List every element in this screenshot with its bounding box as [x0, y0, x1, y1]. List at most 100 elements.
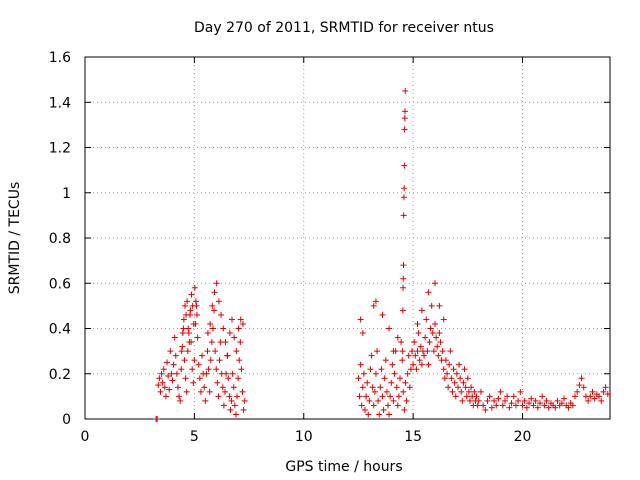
- data-point: [237, 339, 244, 346]
- data-point: [499, 402, 506, 409]
- data-point: [398, 339, 405, 346]
- data-point: [426, 339, 433, 346]
- data-point: [391, 370, 398, 377]
- data-point: [199, 352, 206, 359]
- data-point: [232, 411, 239, 418]
- data-point: [226, 330, 233, 337]
- data-point: [159, 379, 166, 386]
- data-point: [359, 330, 366, 337]
- data-point: [222, 388, 228, 395]
- data-point: [401, 115, 408, 122]
- data-point: [446, 361, 453, 368]
- data-point: [526, 400, 533, 407]
- data-point: [371, 388, 378, 395]
- data-point: [482, 406, 489, 413]
- data-point: [160, 366, 167, 373]
- data-point: [367, 366, 374, 373]
- data-point: [366, 397, 373, 404]
- data-point: [155, 382, 162, 389]
- data-point: [400, 388, 407, 395]
- data-point: [165, 373, 172, 380]
- data-point: [239, 388, 246, 395]
- data-point: [376, 411, 383, 418]
- data-point: [402, 87, 409, 94]
- grid: [85, 57, 610, 419]
- data-point: [186, 339, 193, 346]
- data-point: [372, 298, 379, 305]
- data-point: [506, 404, 513, 411]
- data-point: [407, 366, 414, 373]
- plot-frame: [84, 56, 611, 420]
- data-point: [537, 400, 543, 407]
- data-point: [602, 384, 609, 391]
- data-point: [363, 393, 370, 400]
- data-point: [362, 406, 368, 413]
- data-point: [224, 352, 231, 359]
- data-point: [386, 411, 393, 418]
- data-point: [182, 375, 189, 382]
- data-point: [355, 375, 362, 382]
- data-point: [207, 357, 214, 364]
- data-point: [213, 366, 220, 373]
- data-point: [457, 375, 464, 382]
- data-point: [190, 379, 197, 386]
- data-point: [475, 397, 482, 404]
- data-point: [554, 397, 561, 404]
- data-point: [561, 395, 568, 402]
- data-point: [574, 388, 581, 395]
- data-point: [369, 384, 376, 391]
- data-point: [215, 393, 222, 400]
- data-point: [171, 334, 178, 341]
- data-point: [460, 379, 467, 386]
- data-point: [467, 397, 473, 404]
- data-point: [412, 352, 419, 359]
- data-point: [236, 357, 243, 364]
- data-point: [219, 384, 226, 391]
- data-point: [390, 397, 397, 404]
- data-point: [203, 370, 210, 377]
- data-point: [477, 388, 484, 395]
- y-axis-ticks: 0 0.2 0.4 0.6 0.8 1 1.2 1.4 1.6: [49, 50, 610, 428]
- data-point: [441, 375, 448, 382]
- x-tick-label: 5: [190, 429, 199, 445]
- data-point: [552, 404, 559, 411]
- data-point: [235, 375, 242, 382]
- data-point: [442, 357, 449, 364]
- data-point: [229, 370, 236, 377]
- data-point: [458, 388, 465, 395]
- y-tick-label: 0.6: [49, 276, 71, 292]
- data-point: [543, 397, 550, 404]
- x-tick-label: 20: [514, 429, 532, 445]
- data-point: [424, 348, 431, 355]
- data-point: [428, 302, 435, 309]
- data-point: [589, 388, 596, 395]
- data-point: [591, 395, 598, 402]
- data-point: [154, 416, 161, 422]
- data-point: [184, 298, 191, 305]
- data-point: [211, 307, 218, 314]
- data-point: [241, 397, 248, 404]
- data-point: [572, 393, 578, 400]
- data-point: [454, 384, 461, 391]
- data-point: [399, 357, 406, 364]
- data-point: [359, 384, 366, 391]
- data-point: [580, 384, 587, 391]
- data-point: [181, 357, 188, 364]
- data-point: [445, 384, 452, 391]
- data-point: [471, 388, 478, 395]
- data-point: [417, 343, 424, 350]
- data-point: [484, 397, 491, 404]
- data-point: [432, 280, 438, 287]
- data-point: [214, 379, 221, 386]
- data-point: [600, 388, 607, 395]
- data-point: [400, 275, 407, 282]
- data-point: [422, 334, 429, 341]
- data-point: [464, 375, 471, 382]
- data-point: [180, 316, 187, 323]
- data-point: [604, 391, 611, 398]
- data-series-srmtid: [153, 87, 611, 422]
- data-point: [239, 320, 246, 327]
- data-point: [598, 397, 605, 404]
- data-point: [440, 316, 447, 323]
- data-point: [530, 402, 537, 409]
